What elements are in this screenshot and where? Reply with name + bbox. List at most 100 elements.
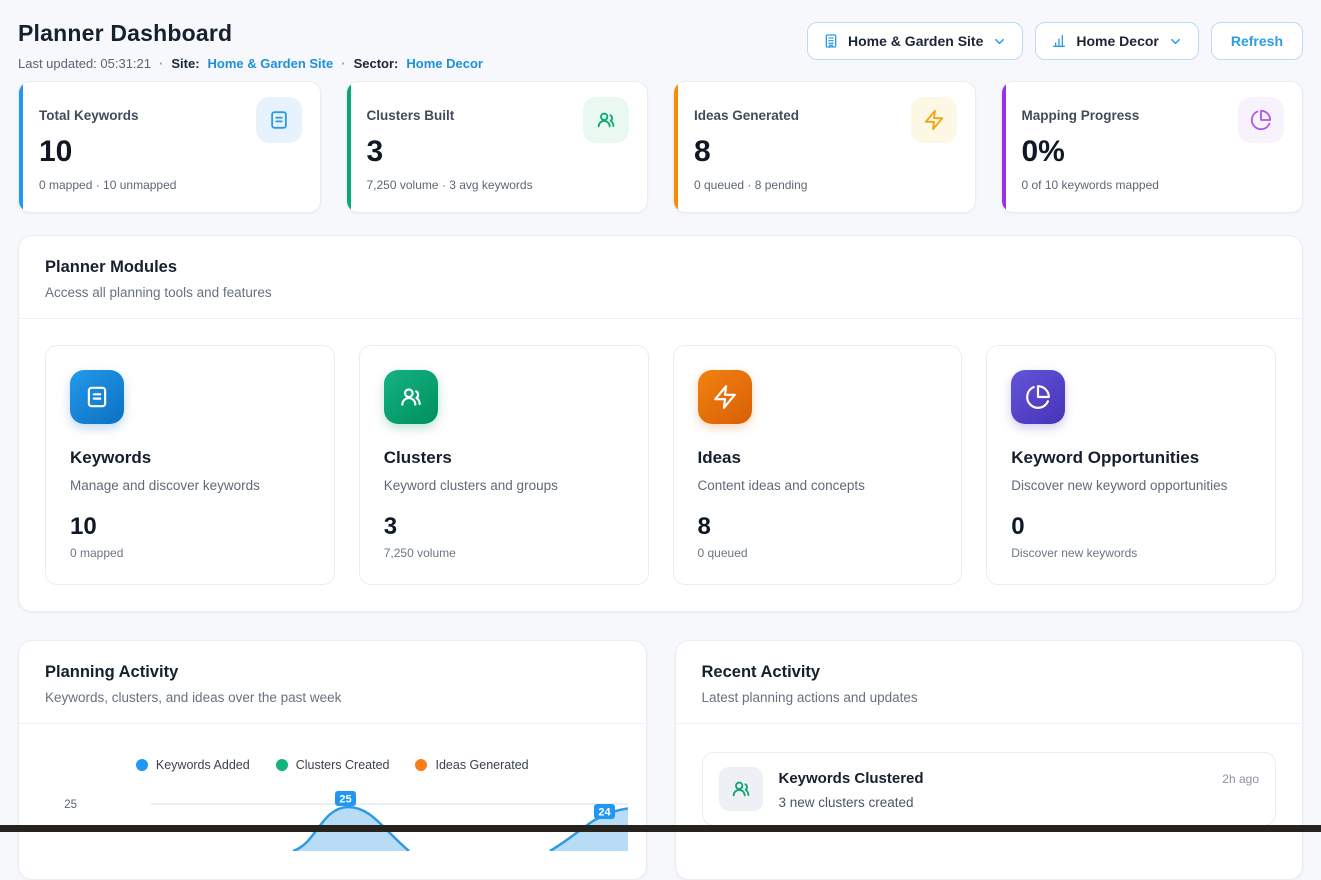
module-card-keyword-opportunities[interactable]: Keyword Opportunities Discover new keywo… [986, 345, 1276, 585]
stat-card-clusters-built: Clusters Built 3 7,250 volume · 3 avg ke… [346, 81, 649, 213]
legend-label: Keywords Added [156, 758, 250, 772]
legend-dot-orange [415, 759, 427, 771]
bottom-row: Planning Activity Keywords, clusters, an… [18, 640, 1303, 880]
stat-card-ideas-generated: Ideas Generated 8 0 queued · 8 pending [673, 81, 976, 213]
legend-item-ideas-generated[interactable]: Ideas Generated [415, 758, 528, 772]
modules-grid: Keywords Manage and discover keywords 10… [19, 319, 1302, 611]
module-sub: 0 queued [698, 546, 938, 560]
module-card-ideas[interactable]: Ideas Content ideas and concepts 8 0 que… [673, 345, 963, 585]
area-chart: 25 25 24 [45, 781, 628, 851]
site-link[interactable]: Home & Garden Site [208, 56, 334, 71]
legend-label: Clusters Created [296, 758, 390, 772]
module-value: 0 [1011, 513, 1251, 541]
module-title: Keyword Opportunities [1011, 448, 1251, 468]
legend-label: Ideas Generated [435, 758, 528, 772]
recent-activity-header: Recent Activity Latest planning actions … [676, 641, 1303, 724]
page-header: Planner Dashboard Last updated: 05:31:21… [18, 14, 1303, 71]
module-card-keywords[interactable]: Keywords Manage and discover keywords 10… [45, 345, 335, 585]
activity-description: 3 new clusters created [779, 795, 1223, 810]
data-label-badge: 25 [335, 791, 356, 806]
site-selector-dropdown[interactable]: Home & Garden Site [807, 22, 1023, 60]
document-icon [256, 97, 302, 143]
panel-subtitle: Access all planning tools and features [45, 285, 1276, 300]
module-description: Discover new keyword opportunities [1011, 478, 1251, 493]
panel-subtitle: Latest planning actions and updates [702, 690, 1277, 705]
module-value: 8 [698, 513, 938, 541]
sector-link[interactable]: Home Decor [406, 56, 483, 71]
header-meta: Last updated: 05:31:21 · Site: Home & Ga… [18, 56, 483, 71]
pie-chart-icon [1238, 97, 1284, 143]
panel-title: Recent Activity [702, 663, 1277, 682]
chart-canvas: 25 25 24 [45, 781, 620, 851]
module-card-clusters[interactable]: Clusters Keyword clusters and groups 3 7… [359, 345, 649, 585]
users-icon [384, 370, 438, 424]
activity-timestamp: 2h ago [1222, 772, 1259, 786]
planning-activity-header: Planning Activity Keywords, clusters, an… [19, 641, 646, 724]
module-title: Clusters [384, 448, 624, 468]
module-value: 3 [384, 513, 624, 541]
stat-card-total-keywords: Total Keywords 10 0 mapped · 10 unmapped [18, 81, 321, 213]
stat-card-mapping-progress: Mapping Progress 0% 0 of 10 keywords map… [1001, 81, 1304, 213]
stat-sub: 0 queued · 8 pending [694, 178, 955, 192]
meta-separator: · [341, 56, 345, 71]
module-description: Keyword clusters and groups [384, 478, 624, 493]
users-icon [583, 97, 629, 143]
sector-selector-dropdown[interactable]: Home Decor [1035, 22, 1198, 60]
module-sub: Discover new keywords [1011, 546, 1251, 560]
legend-item-clusters-created[interactable]: Clusters Created [276, 758, 390, 772]
module-sub: 0 mapped [70, 546, 310, 560]
document-icon [70, 370, 124, 424]
last-updated-text: Last updated: 05:31:21 [18, 56, 151, 71]
module-sub: 7,250 volume [384, 546, 624, 560]
panel-subtitle: Keywords, clusters, and ideas over the p… [45, 690, 620, 705]
sector-label: Sector: [354, 56, 399, 71]
site-selector-label: Home & Garden Site [848, 33, 983, 49]
chevron-down-icon [1168, 34, 1183, 49]
svg-text:25: 25 [339, 794, 351, 806]
bolt-icon [911, 97, 957, 143]
page-title: Planner Dashboard [18, 20, 483, 47]
legend-item-keywords-added[interactable]: Keywords Added [136, 758, 250, 772]
recent-activity-card: Recent Activity Latest planning actions … [675, 640, 1304, 880]
module-title: Ideas [698, 448, 938, 468]
stat-value: 8 [694, 136, 955, 168]
svg-text:24: 24 [598, 807, 611, 819]
bottom-edge-bar [0, 825, 1321, 832]
data-label-badge: 24 [594, 804, 615, 819]
module-description: Content ideas and concepts [698, 478, 938, 493]
module-description: Manage and discover keywords [70, 478, 310, 493]
refresh-button[interactable]: Refresh [1211, 22, 1303, 60]
panel-title: Planner Modules [45, 258, 1276, 277]
header-left: Planner Dashboard Last updated: 05:31:21… [18, 14, 483, 71]
planner-modules-header: Planner Modules Access all planning tool… [19, 236, 1302, 319]
activity-item-keywords-clustered[interactable]: Keywords Clustered 3 new clusters create… [702, 752, 1277, 826]
bolt-icon [698, 370, 752, 424]
header-actions: Home & Garden Site Home Decor Refresh [807, 22, 1303, 60]
meta-separator: · [159, 56, 163, 71]
pie-chart-icon [1011, 370, 1065, 424]
legend-dot-blue [136, 759, 148, 771]
building-icon [823, 33, 839, 49]
users-icon [719, 767, 763, 811]
legend-dot-green [276, 759, 288, 771]
stat-value: 10 [39, 136, 300, 168]
activity-content: Keywords Clustered 3 new clusters create… [779, 767, 1223, 810]
chevron-down-icon [992, 34, 1007, 49]
module-title: Keywords [70, 448, 310, 468]
planner-modules-panel: Planner Modules Access all planning tool… [18, 235, 1303, 612]
stat-sub: 0 of 10 keywords mapped [1022, 178, 1283, 192]
activity-title: Keywords Clustered [779, 770, 1223, 787]
module-value: 10 [70, 513, 310, 541]
planning-activity-card: Planning Activity Keywords, clusters, an… [18, 640, 647, 880]
sector-selector-label: Home Decor [1076, 33, 1158, 49]
y-axis-tick: 25 [64, 799, 77, 811]
site-label: Site: [171, 56, 199, 71]
bar-chart-icon [1051, 33, 1067, 49]
chart-legend: Keywords Added Clusters Created Ideas Ge… [45, 758, 620, 772]
stats-row: Total Keywords 10 0 mapped · 10 unmapped… [18, 81, 1303, 213]
stat-sub: 0 mapped · 10 unmapped [39, 178, 300, 192]
stat-sub: 7,250 volume · 3 avg keywords [367, 178, 628, 192]
recent-activity-list: Keywords Clustered 3 new clusters create… [676, 724, 1303, 854]
panel-title: Planning Activity [45, 663, 620, 682]
